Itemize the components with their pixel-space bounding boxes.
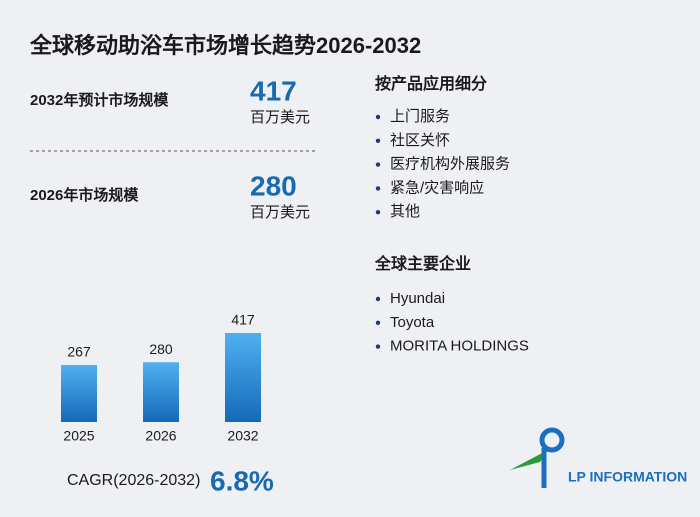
- stat-label: 2026年市场规模: [30, 186, 139, 204]
- list-item: 社区关怀: [390, 132, 450, 149]
- bullet: [375, 210, 381, 215]
- list-item: 其他: [390, 203, 420, 220]
- stat-label: 2032年预计市场规模: [30, 91, 169, 109]
- value-label: 417: [231, 312, 255, 328]
- bullet: [375, 186, 381, 191]
- stat-unit: 百万美元: [250, 109, 310, 126]
- title: 全球移动助浴车市场增长趋势2026-2032: [29, 33, 421, 58]
- cagr-value: 6.8%: [210, 465, 274, 496]
- bar: [61, 365, 97, 422]
- logo-ring: [539, 427, 565, 453]
- list-item: 医疗机构外展服务: [390, 156, 510, 173]
- cagr-label: CAGR(2026-2032): [67, 472, 200, 489]
- stat-value: 280: [250, 170, 297, 201]
- logo-swoosh: [510, 450, 548, 470]
- list-item: Toyota: [390, 314, 435, 331]
- x-tick-label: 2025: [63, 428, 94, 444]
- bullet: [375, 344, 381, 349]
- bullet: [375, 320, 381, 325]
- list-item: Hyundai: [390, 290, 445, 307]
- stat-value: 417: [250, 75, 297, 106]
- value-label: 267: [67, 344, 91, 360]
- section-heading: 全球主要企业: [374, 254, 471, 273]
- bullet: [375, 114, 381, 120]
- bullet: [375, 296, 381, 302]
- list-item: 紧急/灾害响应: [390, 178, 484, 196]
- list-item: 上门服务: [390, 108, 450, 125]
- logo: LP INFORMATION: [510, 427, 687, 488]
- bar: [143, 362, 179, 422]
- value-label: 280: [149, 341, 173, 357]
- x-tick-label: 2026: [145, 428, 176, 444]
- bullet: [375, 162, 381, 167]
- section-heading: 按产品应用细分: [375, 74, 487, 93]
- list-item: MORITA HOLDINGS: [390, 338, 529, 355]
- x-tick-label: 2032: [227, 428, 258, 444]
- bullet: [375, 138, 381, 143]
- logo-text: LP INFORMATION: [568, 469, 687, 485]
- bar: [225, 333, 261, 422]
- stat-unit: 百万美元: [250, 204, 310, 221]
